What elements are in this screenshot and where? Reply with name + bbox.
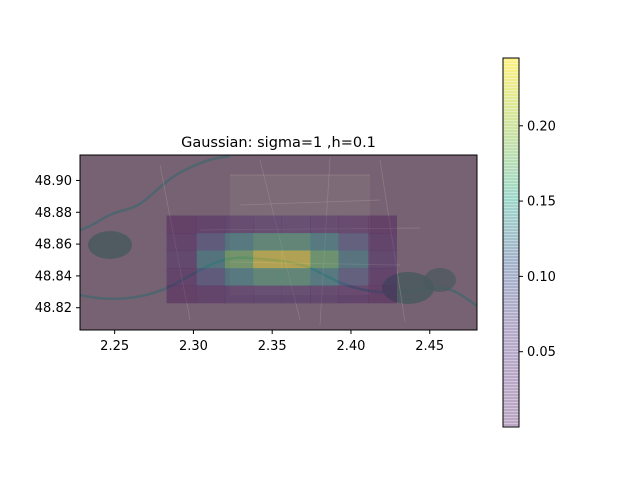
colorbar-axis: 0.05 0.10 0.15 0.20 [519, 119, 556, 360]
heatmap-cells [166, 215, 397, 304]
heatmap-cell [338, 250, 369, 269]
heatmap-cell [224, 215, 254, 234]
heatmap-cell [368, 268, 397, 286]
y-tick-label: 48.86 [35, 238, 72, 253]
heatmap-cell [253, 215, 282, 234]
chart-title: Gaussian: sigma=1 ,h=0.1 [181, 135, 376, 151]
axes-frame [79, 154, 478, 331]
heatmap-cell [338, 215, 369, 234]
heatmap-cell [196, 233, 226, 251]
colorbar-frame [502, 57, 520, 428]
x-tick-label: 2.40 [336, 339, 365, 354]
heatmap-cell [281, 233, 311, 251]
heatmap-cell [281, 285, 311, 304]
heatmap-cell [338, 268, 369, 286]
heatmap-cell [310, 285, 339, 304]
heatmap-cell [166, 233, 197, 251]
heatmap-cell [310, 215, 339, 234]
colorbar-tick-label: 0.20 [527, 119, 556, 134]
heatmap-cell [253, 233, 282, 251]
heatmap-cell [224, 268, 254, 286]
heatmap-cell [224, 285, 254, 304]
background-map [80, 155, 477, 330]
heatmap-cell [253, 250, 282, 269]
y-tick-label: 48.90 [35, 174, 72, 189]
x-tick-label: 2.30 [179, 339, 208, 354]
heatmap-cell [338, 285, 369, 304]
y-axis: 48.82 48.84 48.86 48.88 48.90 [35, 174, 80, 316]
heatmap-cell [196, 215, 226, 234]
heatmap-cell [166, 268, 197, 286]
heatmap-cell [338, 233, 369, 251]
colorbar-tick-label: 0.10 [527, 270, 556, 285]
colorbar: 0.05 0.10 0.15 0.20 [502, 57, 556, 428]
x-tick-label: 2.35 [258, 339, 287, 354]
heatmap-cell [368, 215, 397, 234]
map-axes: 2.25 2.30 2.35 2.40 2.45 48.8248.8448.8648.8… [35, 154, 478, 354]
heatmap-cell [281, 250, 311, 269]
heatmap-cell [166, 215, 197, 234]
y-tick-label: 48.84 [35, 269, 72, 284]
heatmap-cell [310, 250, 339, 269]
heatmap-cell [310, 233, 339, 251]
heatmap-cell [253, 285, 282, 304]
heatmap-cell [224, 250, 254, 269]
y-tick-label: 48.82 [35, 301, 72, 316]
heatmap-cell [166, 250, 197, 269]
colorbar-tick-label: 0.15 [527, 195, 556, 210]
x-tick-label: 2.25 [100, 339, 129, 354]
colorbar-tick-label: 0.05 [527, 345, 556, 360]
heatmap-cell [281, 215, 311, 234]
heatmap-cell [196, 285, 226, 304]
heatmap-cell [196, 250, 226, 269]
heatmap-cell [224, 233, 254, 251]
heatmap-cell [310, 268, 339, 286]
y-tick-label: 48.88 [35, 206, 72, 221]
x-tick-label: 2.45 [415, 339, 444, 354]
heatmap-cell [368, 285, 397, 304]
heatmap-cell [253, 268, 282, 286]
heatmap-cell [196, 268, 226, 286]
heatmap-cell [166, 285, 197, 304]
heatmap-cell [368, 250, 397, 269]
heatmap-cell [281, 268, 311, 286]
x-axis: 2.25 2.30 2.35 2.40 2.45 [100, 330, 444, 354]
heatmap-cell [368, 233, 397, 251]
